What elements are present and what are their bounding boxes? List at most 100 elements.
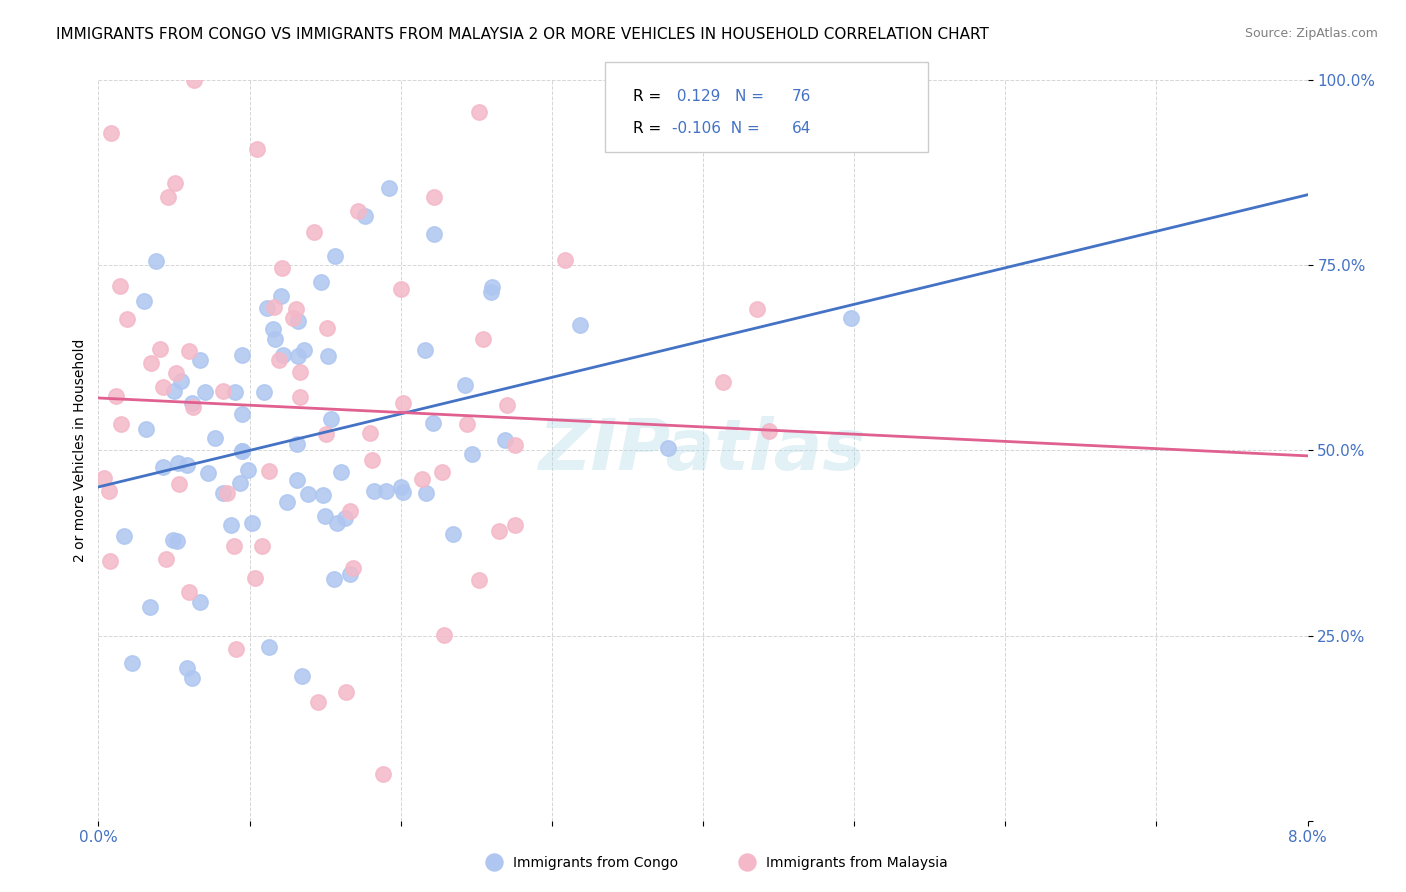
Point (433, 628, 456, 642)
Text: -0.106  N =: -0.106 N = (672, 121, 765, 136)
Point (503, 438, 526, 452)
Text: 0.129   N =: 0.129 N = (672, 89, 769, 104)
Point (176, 458, 198, 473)
Point (290, 390, 312, 404)
Text: 64: 64 (792, 121, 811, 136)
Point (167, 456, 190, 470)
Point (162, 533, 184, 548)
Point (181, 671, 204, 685)
Point (375, 484, 398, 499)
Point (285, 302, 308, 317)
Point (152, 459, 174, 474)
Point (371, 767, 394, 781)
Point (257, 465, 280, 479)
Point (346, 203, 368, 218)
Point (432, 465, 454, 479)
Point (488, 524, 510, 538)
Point (229, 476, 252, 491)
Point (503, 517, 526, 532)
Point (339, 504, 361, 518)
Point (361, 453, 384, 467)
Point (335, 685, 357, 699)
Point (287, 314, 309, 328)
Point (391, 484, 413, 499)
Point (839, 311, 862, 326)
Point (316, 321, 339, 335)
Point (415, 486, 437, 500)
Point (441, 527, 464, 541)
Point (481, 280, 503, 294)
Point (554, 252, 576, 267)
Point (281, 310, 304, 325)
Point (188, 595, 211, 609)
Text: 76: 76 (792, 89, 811, 104)
Point (291, 669, 314, 683)
Point (240, 516, 263, 531)
Point (657, 442, 679, 456)
Point (276, 495, 298, 509)
Point (165, 366, 187, 380)
Point (323, 572, 346, 586)
Point (112, 529, 135, 543)
Point (98, 554, 121, 568)
Point (115, 311, 138, 326)
Point (292, 343, 315, 358)
Point (311, 275, 333, 289)
Point (225, 642, 247, 657)
Text: Immigrants from Malaysia: Immigrants from Malaysia (766, 855, 948, 870)
Point (204, 431, 226, 445)
Point (219, 517, 242, 532)
Point (378, 181, 401, 195)
Point (211, 485, 233, 500)
Point (326, 516, 349, 530)
Point (456, 417, 478, 431)
Point (471, 332, 494, 346)
Point (287, 349, 309, 363)
Point (758, 424, 780, 438)
Point (354, 209, 377, 223)
Point (149, 343, 172, 357)
Point (100, 126, 122, 140)
Point (197, 466, 219, 480)
Point (194, 384, 217, 399)
Point (461, 447, 484, 461)
Point (97, 484, 120, 499)
Point (166, 534, 188, 549)
Point (307, 696, 329, 710)
Point (231, 443, 253, 458)
Point (262, 321, 284, 335)
Point (363, 483, 385, 498)
Point (285, 474, 308, 488)
Point (422, 189, 444, 203)
Point (315, 427, 337, 442)
Point (155, 551, 177, 566)
Text: Immigrants from Congo: Immigrants from Congo (513, 855, 678, 870)
Point (389, 480, 412, 494)
Point (314, 508, 336, 523)
Point (302, 226, 325, 240)
Point (479, 285, 502, 299)
Point (177, 344, 200, 359)
Point (176, 661, 198, 675)
Point (263, 300, 285, 314)
Point (468, 105, 491, 120)
Point (711, 376, 734, 390)
Point (423, 227, 446, 242)
Point (316, 349, 339, 363)
Point (132, 293, 155, 308)
Point (188, 352, 211, 367)
Point (467, 573, 489, 587)
Point (482, 855, 505, 869)
Point (183, 400, 205, 414)
Text: IMMIGRANTS FROM CONGO VS IMMIGRANTS FROM MALAYSIA 2 OR MORE VEHICLES IN HOUSEHOL: IMMIGRANTS FROM CONGO VS IMMIGRANTS FROM… (56, 27, 988, 42)
Point (269, 353, 291, 368)
Point (288, 365, 311, 379)
Point (231, 444, 253, 458)
Point (110, 278, 132, 293)
Point (735, 855, 758, 869)
Point (342, 561, 364, 575)
Text: R =: R = (633, 89, 666, 104)
Point (568, 318, 591, 333)
Point (152, 380, 174, 394)
Point (392, 396, 415, 410)
